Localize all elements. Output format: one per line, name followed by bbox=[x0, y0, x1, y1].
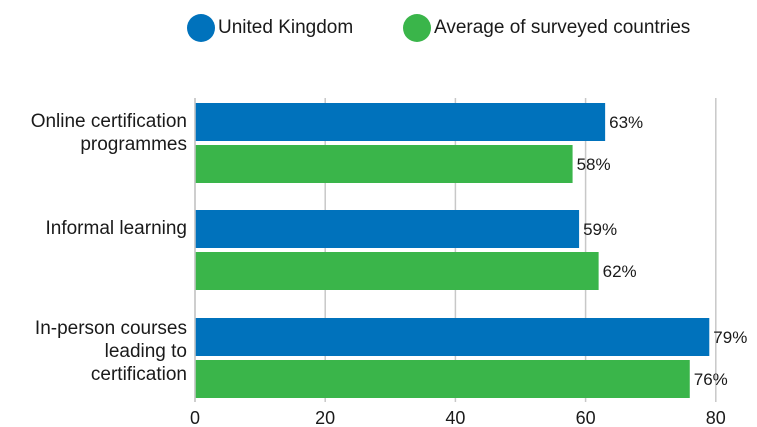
legend-item-united-kingdom: United Kingdom bbox=[187, 13, 353, 43]
legend-label-average: Average of surveyed countries bbox=[434, 17, 691, 38]
x-tick-label-20: 20 bbox=[315, 408, 335, 427]
legend-swatch-united-kingdom bbox=[187, 14, 215, 42]
legend-label-united-kingdom: United Kingdom bbox=[218, 17, 354, 38]
category-label-line: In-person courses bbox=[35, 318, 187, 339]
data-label-1-1: 62% bbox=[603, 262, 637, 281]
x-tick-label-60: 60 bbox=[576, 408, 596, 427]
bar-0-1 bbox=[195, 145, 573, 183]
x-tick-label-0: 0 bbox=[190, 408, 200, 427]
data-label-2-0: 79% bbox=[713, 328, 747, 347]
x-tick-label-40: 40 bbox=[445, 408, 465, 427]
legend-swatch-average bbox=[403, 14, 431, 42]
category-label-line: certification bbox=[91, 364, 187, 385]
category-label-1: Informal learning bbox=[45, 218, 187, 239]
category-label-0: Online certification programmes bbox=[31, 111, 187, 155]
category-label-line: Informal learning bbox=[45, 218, 187, 239]
data-label-2-1: 76% bbox=[694, 370, 728, 389]
bar-1-0 bbox=[195, 210, 580, 248]
category-label-line: leading to bbox=[105, 341, 187, 362]
category-label-line: programmes bbox=[80, 134, 187, 155]
bar-1-1 bbox=[195, 252, 599, 290]
legend-item-average: Average of surveyed countries bbox=[403, 13, 690, 43]
bar-0-0 bbox=[195, 103, 606, 141]
category-label-line: Online certification bbox=[31, 111, 187, 132]
data-label-1-0: 59% bbox=[583, 220, 617, 239]
bar-2-0 bbox=[195, 318, 710, 356]
data-label-0-0: 63% bbox=[609, 113, 643, 132]
bar-2-1 bbox=[195, 360, 690, 398]
x-tick-label-80: 80 bbox=[706, 408, 726, 427]
data-label-0-1: 58% bbox=[577, 155, 611, 174]
category-label-2: In-person courses leading to certification bbox=[35, 318, 187, 385]
legend: United Kingdom Average of surveyed count… bbox=[0, 0, 757, 60]
